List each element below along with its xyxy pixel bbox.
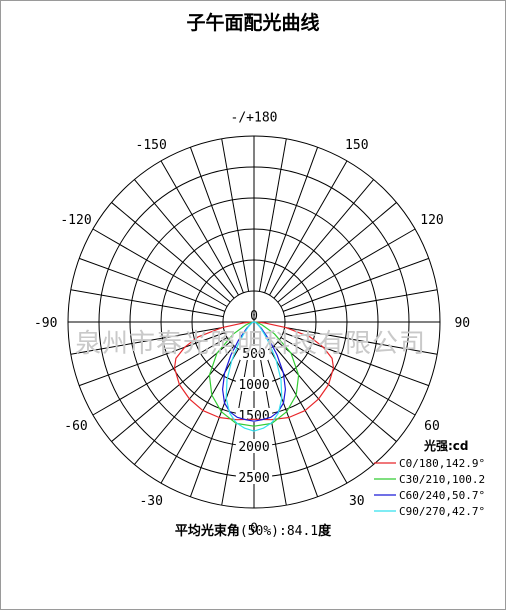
angle-label: 60 — [424, 419, 440, 434]
angle-label: 150 — [345, 138, 368, 153]
angle-label: -/+180 — [231, 111, 278, 126]
legend-entry: C90/270,42.7° — [399, 505, 485, 518]
legend-title: 光强:cd — [423, 438, 469, 453]
grid-spoke-210 — [160, 160, 239, 296]
tick-label-bg — [239, 346, 269, 360]
grid-spoke-170 — [258, 138, 287, 292]
angle-label: 30 — [349, 494, 365, 509]
legend: 光强:cd C0/180,142.9° C30/210,100.2 C60/240,5… — [374, 438, 485, 518]
tick-label-bg — [235, 439, 273, 453]
radial-tick-label: 1000 — [238, 378, 269, 393]
grid-spoke-230 — [111, 202, 231, 303]
beam-angle-unit: 度 — [318, 524, 332, 539]
grid-spoke-50 — [277, 341, 397, 442]
curve-series-1 — [208, 321, 300, 427]
beam-angle-label: 平均光束角 — [174, 524, 240, 539]
grid-spoke-300 — [92, 337, 228, 416]
angle-label: -150 — [136, 138, 167, 153]
grid-spoke-250 — [79, 257, 226, 312]
grid-spoke-240 — [92, 228, 228, 307]
grid-spoke-310 — [111, 341, 231, 442]
distribution-curves — [173, 321, 335, 432]
angle-labels: -/+180 -150 150 -120 120 -90 90 -60 60 -30 30 0 — [34, 111, 470, 537]
curve-series-3 — [225, 321, 283, 432]
grid-spoke-80 — [284, 326, 438, 355]
curve-series-2 — [222, 321, 286, 422]
grid-spoke-130 — [277, 202, 397, 303]
grid-spoke-200 — [189, 147, 244, 294]
angle-label: 0 — [250, 522, 258, 537]
beam-angle-paren: (50%) — [239, 524, 279, 539]
grid-spoke-220 — [134, 179, 235, 299]
watermark-text: 泉州市春光照明科技有限公司 — [75, 329, 427, 355]
grid-spoke-320 — [134, 345, 235, 465]
beam-angle-caption: 平均光束角(50%):84.1度 — [0, 520, 506, 539]
grid-spoke-70 — [282, 332, 429, 387]
grid-spoke-190 — [221, 138, 250, 292]
grid-spoke-160 — [264, 147, 319, 294]
angle-label: 90 — [454, 316, 470, 331]
grid-spoke-120 — [280, 228, 416, 307]
angle-label: 120 — [420, 213, 443, 228]
legend-entry: C0/180,142.9° — [399, 457, 485, 470]
grid-spoke-40 — [273, 345, 374, 465]
grid-spoke-110 — [282, 257, 429, 312]
tick-label-bg — [235, 377, 273, 391]
grid-spoke-150 — [269, 160, 348, 296]
angle-label: -120 — [60, 213, 91, 228]
radial-tick-label: 2500 — [238, 471, 269, 486]
radial-tick-label: 0 — [250, 309, 258, 324]
angle-label: -90 — [34, 316, 57, 331]
radial-tick-label: 2000 — [238, 440, 269, 455]
grid-spoke-280 — [70, 326, 224, 355]
curve-series-0 — [173, 321, 335, 421]
angle-label: -30 — [139, 494, 162, 509]
legend-entry: C30/210,100.2 — [399, 473, 485, 486]
beam-angle-value: :84.1 — [279, 524, 319, 539]
tick-label-bg — [235, 408, 273, 422]
grid-spoke-140 — [273, 179, 374, 299]
grid-spoke-260 — [70, 289, 224, 318]
grid-spoke-340 — [189, 350, 244, 497]
grid-spoke-60 — [280, 337, 416, 416]
radial-tick-label: 500 — [242, 347, 265, 362]
chart-title: 子午面配光曲线 — [186, 12, 320, 34]
tick-label-bg — [235, 470, 273, 484]
legend-entry: C60/240,50.7° — [399, 489, 485, 502]
grid-spoke-290 — [79, 332, 226, 387]
angle-label: -60 — [64, 419, 87, 434]
grid-spoke-100 — [284, 289, 438, 318]
grid-spoke-20 — [264, 350, 319, 497]
